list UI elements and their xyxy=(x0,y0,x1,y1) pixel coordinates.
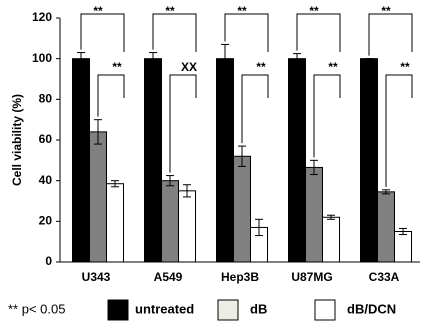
bar xyxy=(394,231,412,263)
significance-label: ** xyxy=(381,4,391,18)
significance-label: XX xyxy=(181,60,197,74)
significance-label: ** xyxy=(165,4,175,18)
significance-label: ** xyxy=(309,4,319,18)
significance-label: ** xyxy=(256,60,266,74)
error-bar xyxy=(238,145,246,167)
x-tick-label: A549 xyxy=(154,270,183,284)
significance-label: ** xyxy=(328,60,338,74)
legend-swatch xyxy=(314,299,336,321)
bracket xyxy=(241,74,269,144)
bracket xyxy=(152,13,197,52)
bracket xyxy=(224,13,269,52)
bracket xyxy=(97,74,125,117)
x-tick-label: C33A xyxy=(369,270,400,284)
bracket xyxy=(80,13,125,52)
y-tick-label: 40 xyxy=(39,173,53,187)
bracket xyxy=(296,13,341,52)
significance-label: ** xyxy=(93,4,103,18)
legend-label: dB xyxy=(250,301,267,316)
y-tick-label: 100 xyxy=(32,51,52,65)
bar xyxy=(322,216,340,263)
error-bar xyxy=(77,52,85,66)
bar xyxy=(305,166,323,263)
significance-label: ** xyxy=(112,60,122,74)
bar xyxy=(144,58,162,263)
bar xyxy=(178,190,196,263)
x-tick-label: U87MG xyxy=(291,270,332,284)
legend-label: dB/DCN xyxy=(347,301,396,316)
y-tick-label: 120 xyxy=(32,10,52,24)
error-bar xyxy=(310,159,318,176)
error-bar xyxy=(183,184,191,198)
y-tick-label: 0 xyxy=(45,254,52,268)
error-bar xyxy=(166,175,174,187)
bar xyxy=(233,155,251,263)
error-bar xyxy=(255,218,263,237)
error-bar xyxy=(382,189,390,195)
error-bar xyxy=(221,43,229,74)
bar xyxy=(288,58,306,263)
y-axis-label: Cell viability (%) xyxy=(10,94,24,186)
bracket xyxy=(368,13,413,56)
legend-label: untreated xyxy=(135,301,194,316)
error-bar xyxy=(111,180,119,188)
bracket xyxy=(169,74,197,173)
bar xyxy=(377,191,395,263)
bar xyxy=(106,183,124,263)
error-bar xyxy=(399,227,407,236)
y-tick-label: 60 xyxy=(39,132,53,146)
footnote: ** p< 0.05 xyxy=(8,301,65,316)
x-tick-label: U343 xyxy=(82,270,111,284)
bar xyxy=(216,58,234,263)
error-bar xyxy=(293,53,301,65)
significance-label: ** xyxy=(237,4,247,18)
y-tick-label: 20 xyxy=(39,214,53,228)
bar xyxy=(89,131,107,263)
x-tick-label: Hep3B xyxy=(221,270,259,284)
bracket xyxy=(313,74,341,158)
legend-swatch xyxy=(107,299,129,321)
error-bar xyxy=(149,52,157,66)
significance-label: ** xyxy=(400,60,410,74)
error-bar xyxy=(94,119,102,145)
bar xyxy=(161,180,179,263)
error-bar xyxy=(327,214,335,220)
legend-swatch xyxy=(217,299,239,321)
bracket xyxy=(385,74,413,187)
bar xyxy=(72,58,90,263)
bar xyxy=(360,58,378,263)
y-tick-label: 80 xyxy=(39,92,53,106)
